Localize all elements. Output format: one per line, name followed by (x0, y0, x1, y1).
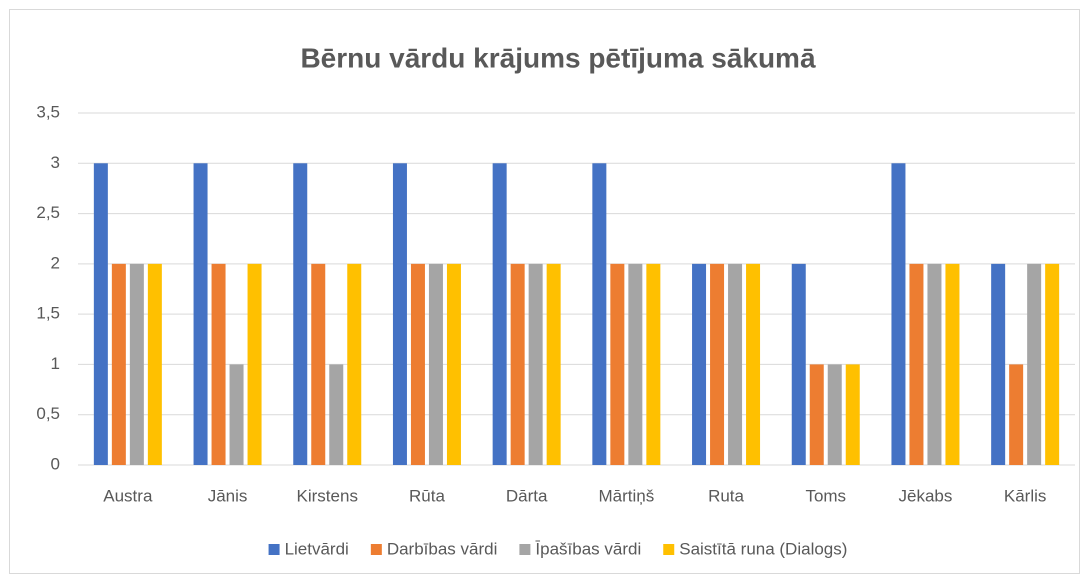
y-tick-label: 2 (51, 253, 60, 272)
y-tick-label: 3 (51, 153, 60, 172)
legend-swatch (519, 544, 531, 555)
bar (891, 163, 906, 466)
y-tick-label: 1 (51, 354, 60, 373)
bar (546, 263, 561, 465)
x-tick-label: Kirstens (297, 486, 358, 505)
bar (1027, 263, 1042, 465)
x-tick-label: Rūta (409, 486, 445, 505)
bar (392, 163, 407, 466)
x-tick-label: Dārta (506, 486, 548, 505)
y-tick-label: 0,5 (36, 404, 60, 423)
legend-label: Lietvārdi (285, 539, 349, 558)
bar (646, 263, 661, 465)
x-tick-label: Austra (103, 486, 153, 505)
bar (1009, 364, 1024, 465)
bar (845, 364, 860, 465)
bar (909, 263, 924, 465)
legend-label: Īpašības vārdi (535, 539, 641, 558)
bar (809, 364, 824, 465)
bar (592, 163, 607, 466)
bar (1045, 263, 1060, 465)
bar (827, 364, 842, 465)
bar (528, 263, 543, 465)
bar (147, 263, 162, 465)
bar (247, 263, 262, 465)
bar (311, 263, 326, 465)
bar (229, 364, 244, 465)
bar (193, 163, 208, 466)
bar (991, 263, 1006, 465)
bar (293, 163, 308, 466)
bar (446, 263, 461, 465)
legend-label: Darbības vārdi (387, 539, 498, 558)
bar (129, 263, 144, 465)
y-tick-label: 2,5 (36, 203, 60, 222)
bar (329, 364, 344, 465)
bar (610, 263, 625, 465)
bar (710, 263, 725, 465)
bar (428, 263, 443, 465)
legend-swatch (268, 544, 280, 555)
x-tick-label: Ruta (708, 486, 744, 505)
y-tick-label: 3,5 (36, 102, 60, 121)
y-tick-label: 1,5 (36, 304, 60, 323)
chart-title: Bērnu vārdu krājums pētījuma sākumā (300, 42, 816, 73)
x-tick-label: Kārlis (1004, 486, 1047, 505)
bar (927, 263, 942, 465)
bar (728, 263, 743, 465)
x-tick-label: Mārtiņš (598, 486, 654, 505)
x-tick-label: Jēkabs (899, 486, 953, 505)
bar (111, 263, 126, 465)
bar (510, 263, 525, 465)
x-tick-label: Toms (805, 486, 846, 505)
legend-label: Saistītā runa (Dialogs) (679, 539, 847, 558)
bar (492, 163, 507, 466)
bar (410, 263, 425, 465)
y-tick-label: 0 (51, 454, 60, 473)
bar (628, 263, 643, 465)
bar (211, 263, 226, 465)
bar (945, 263, 960, 465)
bar (692, 263, 707, 465)
bar (791, 263, 806, 465)
bar (93, 163, 108, 466)
x-tick-label: Jānis (208, 486, 248, 505)
bar (746, 263, 761, 465)
bar (347, 263, 362, 465)
legend-swatch (663, 544, 675, 555)
legend-swatch (370, 544, 382, 555)
